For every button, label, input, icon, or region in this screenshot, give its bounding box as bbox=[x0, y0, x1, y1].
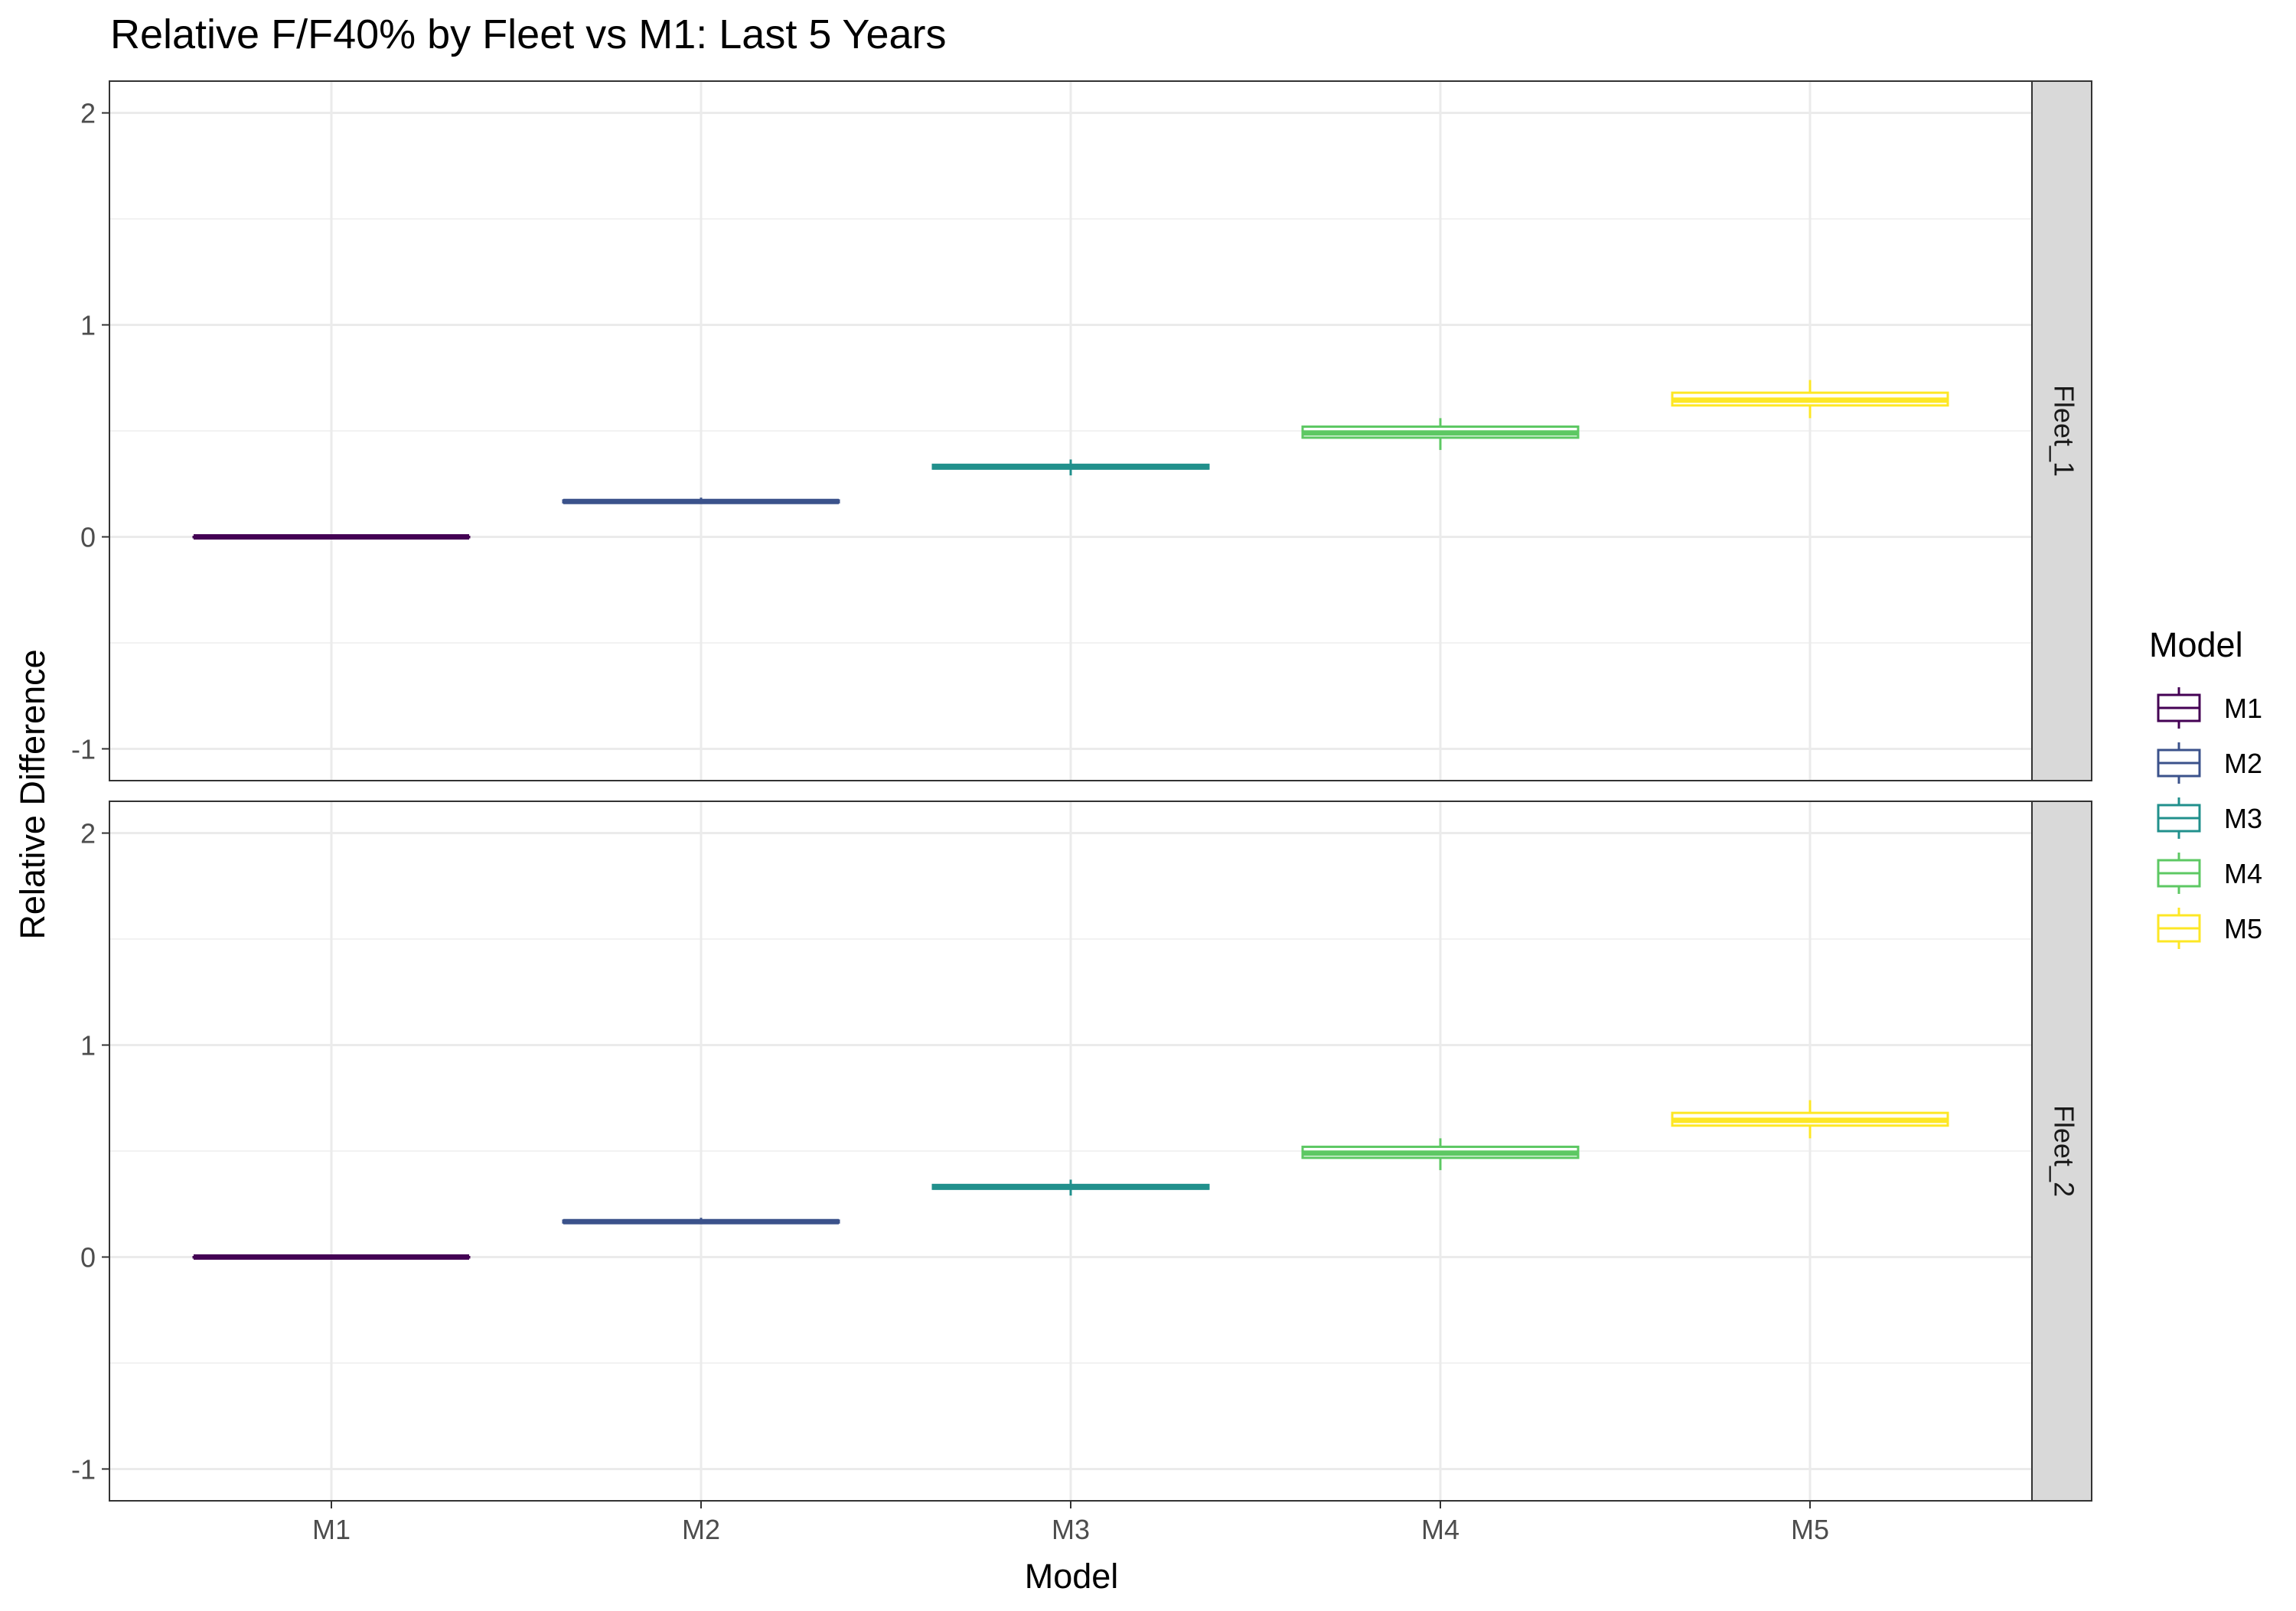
facet-strip bbox=[2031, 80, 2092, 781]
y-tick-label: 1 bbox=[80, 310, 96, 341]
y-tick-label: 2 bbox=[80, 98, 96, 129]
boxplot-m3 bbox=[931, 459, 1210, 476]
y-tick-label: 0 bbox=[80, 521, 96, 553]
y-axis-label: Relative Difference bbox=[13, 649, 52, 939]
y-tick-label: -1 bbox=[71, 733, 96, 765]
x-tick-label: M5 bbox=[1791, 1514, 1829, 1545]
boxplot-m4 bbox=[1301, 1138, 1580, 1170]
panels-layer: -1 0 1 2 Fleet_1 -1 0 1 2 Fleet_2 bbox=[71, 80, 2092, 1502]
legend-entry-label: M3 bbox=[2224, 803, 2262, 834]
boxplot-m2 bbox=[562, 1218, 840, 1225]
boxplot-m1 bbox=[192, 533, 471, 540]
legend-entry-m4: M4 bbox=[2157, 853, 2262, 894]
x-ticks-layer: M1 M2 M3 M4 M5 bbox=[312, 1501, 1829, 1545]
legend-layer: Model M1 M2 M3 M4 M5 bbox=[2149, 625, 2262, 949]
boxplot-m2 bbox=[562, 497, 840, 504]
y-tick-label: 2 bbox=[80, 818, 96, 850]
panel-fleet-2: -1 0 1 2 Fleet_2 bbox=[71, 801, 2092, 1502]
panel-fleet-1: -1 0 1 2 Fleet_1 bbox=[71, 80, 2092, 781]
legend-entry-m2: M2 bbox=[2157, 742, 2262, 784]
legend-title: Model bbox=[2149, 625, 2243, 664]
x-tick-label: M4 bbox=[1421, 1514, 1459, 1545]
facet-strip-label: Fleet_2 bbox=[2048, 1105, 2079, 1197]
boxplot-m5 bbox=[1671, 1100, 1949, 1139]
chart-title: Relative F/F40% by Fleet vs M1: Last 5 Y… bbox=[110, 11, 947, 57]
facet-strip bbox=[2031, 801, 2092, 1502]
boxplot-m5 bbox=[1671, 380, 1949, 419]
boxplot-m3 bbox=[931, 1179, 1210, 1196]
y-tick-label: -1 bbox=[71, 1453, 96, 1485]
legend-entry-m3: M3 bbox=[2157, 797, 2262, 839]
x-tick-label: M2 bbox=[682, 1514, 720, 1545]
x-axis-label: Model bbox=[1025, 1557, 1119, 1596]
legend-entry-m5: M5 bbox=[2157, 908, 2262, 949]
legend-entry-label: M2 bbox=[2224, 748, 2262, 779]
legend-entry-label: M1 bbox=[2224, 693, 2262, 724]
x-tick-label: M3 bbox=[1052, 1514, 1090, 1545]
y-tick-label: 1 bbox=[80, 1030, 96, 1061]
legend-entry-label: M5 bbox=[2224, 913, 2262, 944]
boxplot-m4 bbox=[1301, 418, 1580, 450]
y-tick-label: 0 bbox=[80, 1241, 96, 1273]
legend-entry-label: M4 bbox=[2224, 858, 2262, 889]
legend-entry-m1: M1 bbox=[2157, 687, 2262, 729]
x-tick-label: M1 bbox=[312, 1514, 351, 1545]
facet-strip-label: Fleet_1 bbox=[2048, 385, 2079, 477]
